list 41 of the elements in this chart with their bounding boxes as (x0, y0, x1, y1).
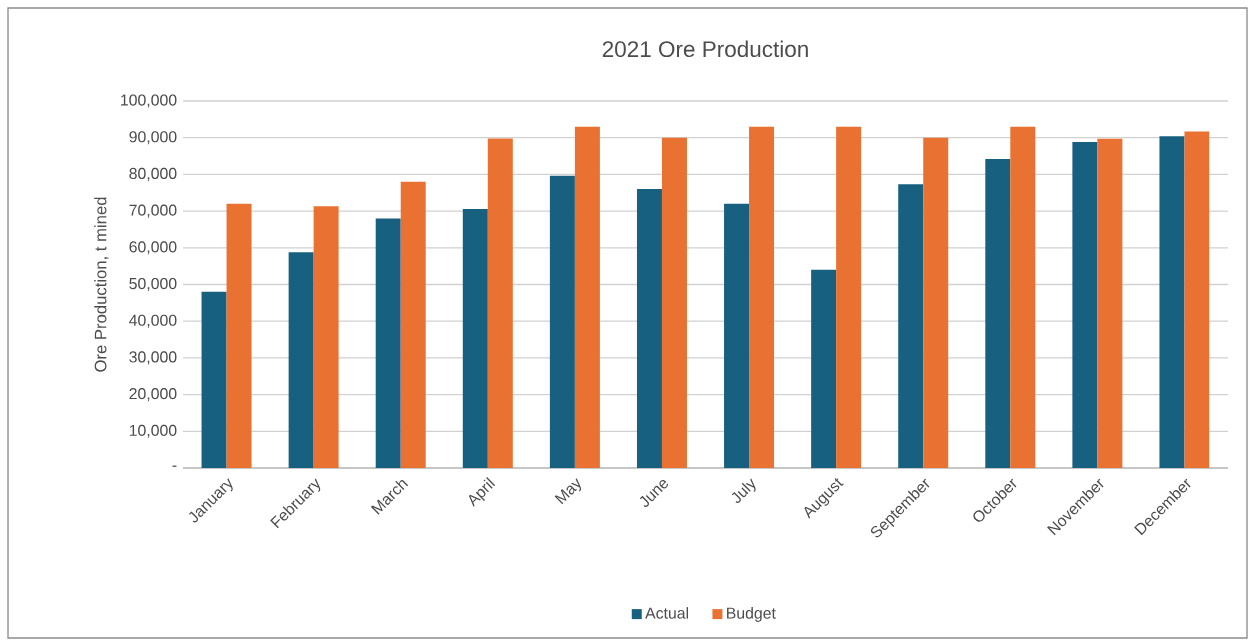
y-tick-label: - (172, 465, 177, 467)
bar (1159, 136, 1185, 468)
bar (313, 206, 339, 468)
bar (724, 203, 750, 468)
y-tick-label: 20,000 (129, 388, 177, 402)
bar (1072, 142, 1098, 468)
x-tick-label: July (731, 478, 756, 504)
y-tick-label: 100,000 (121, 94, 177, 108)
bar (226, 203, 252, 468)
bar (836, 126, 862, 468)
bar (923, 137, 949, 468)
bar (400, 181, 426, 468)
y-tick-label: 50,000 (129, 277, 177, 292)
bar (1010, 126, 1036, 468)
bar (985, 158, 1011, 468)
y-tick-label: 10,000 (129, 424, 177, 438)
bar (898, 184, 924, 468)
y-tick-label: 70,000 (129, 204, 177, 218)
y-tick-label: 90,000 (129, 131, 177, 145)
y-tick-label: 60,000 (129, 241, 177, 255)
bar (288, 252, 314, 468)
bar (549, 175, 575, 468)
y-axis-title: Ore Production, t mined (94, 197, 109, 372)
bar (574, 126, 600, 468)
bar (636, 189, 662, 468)
bar (1184, 131, 1210, 468)
y-tick-label: 30,000 (129, 351, 177, 365)
legend-label: Actual (645, 607, 689, 619)
y-tick-label: 40,000 (129, 314, 177, 328)
bar (1097, 138, 1123, 468)
bar (487, 138, 513, 468)
legend-label: Budget (727, 607, 776, 622)
bar (201, 291, 227, 468)
bar (749, 126, 775, 468)
bar (462, 208, 488, 468)
bar (375, 218, 401, 468)
y-tick-label: 80,000 (129, 167, 177, 181)
x-tick-label: May (554, 478, 582, 505)
bar (661, 137, 687, 468)
bar (811, 269, 837, 468)
chart-title: 2021 Ore Production (602, 40, 808, 58)
